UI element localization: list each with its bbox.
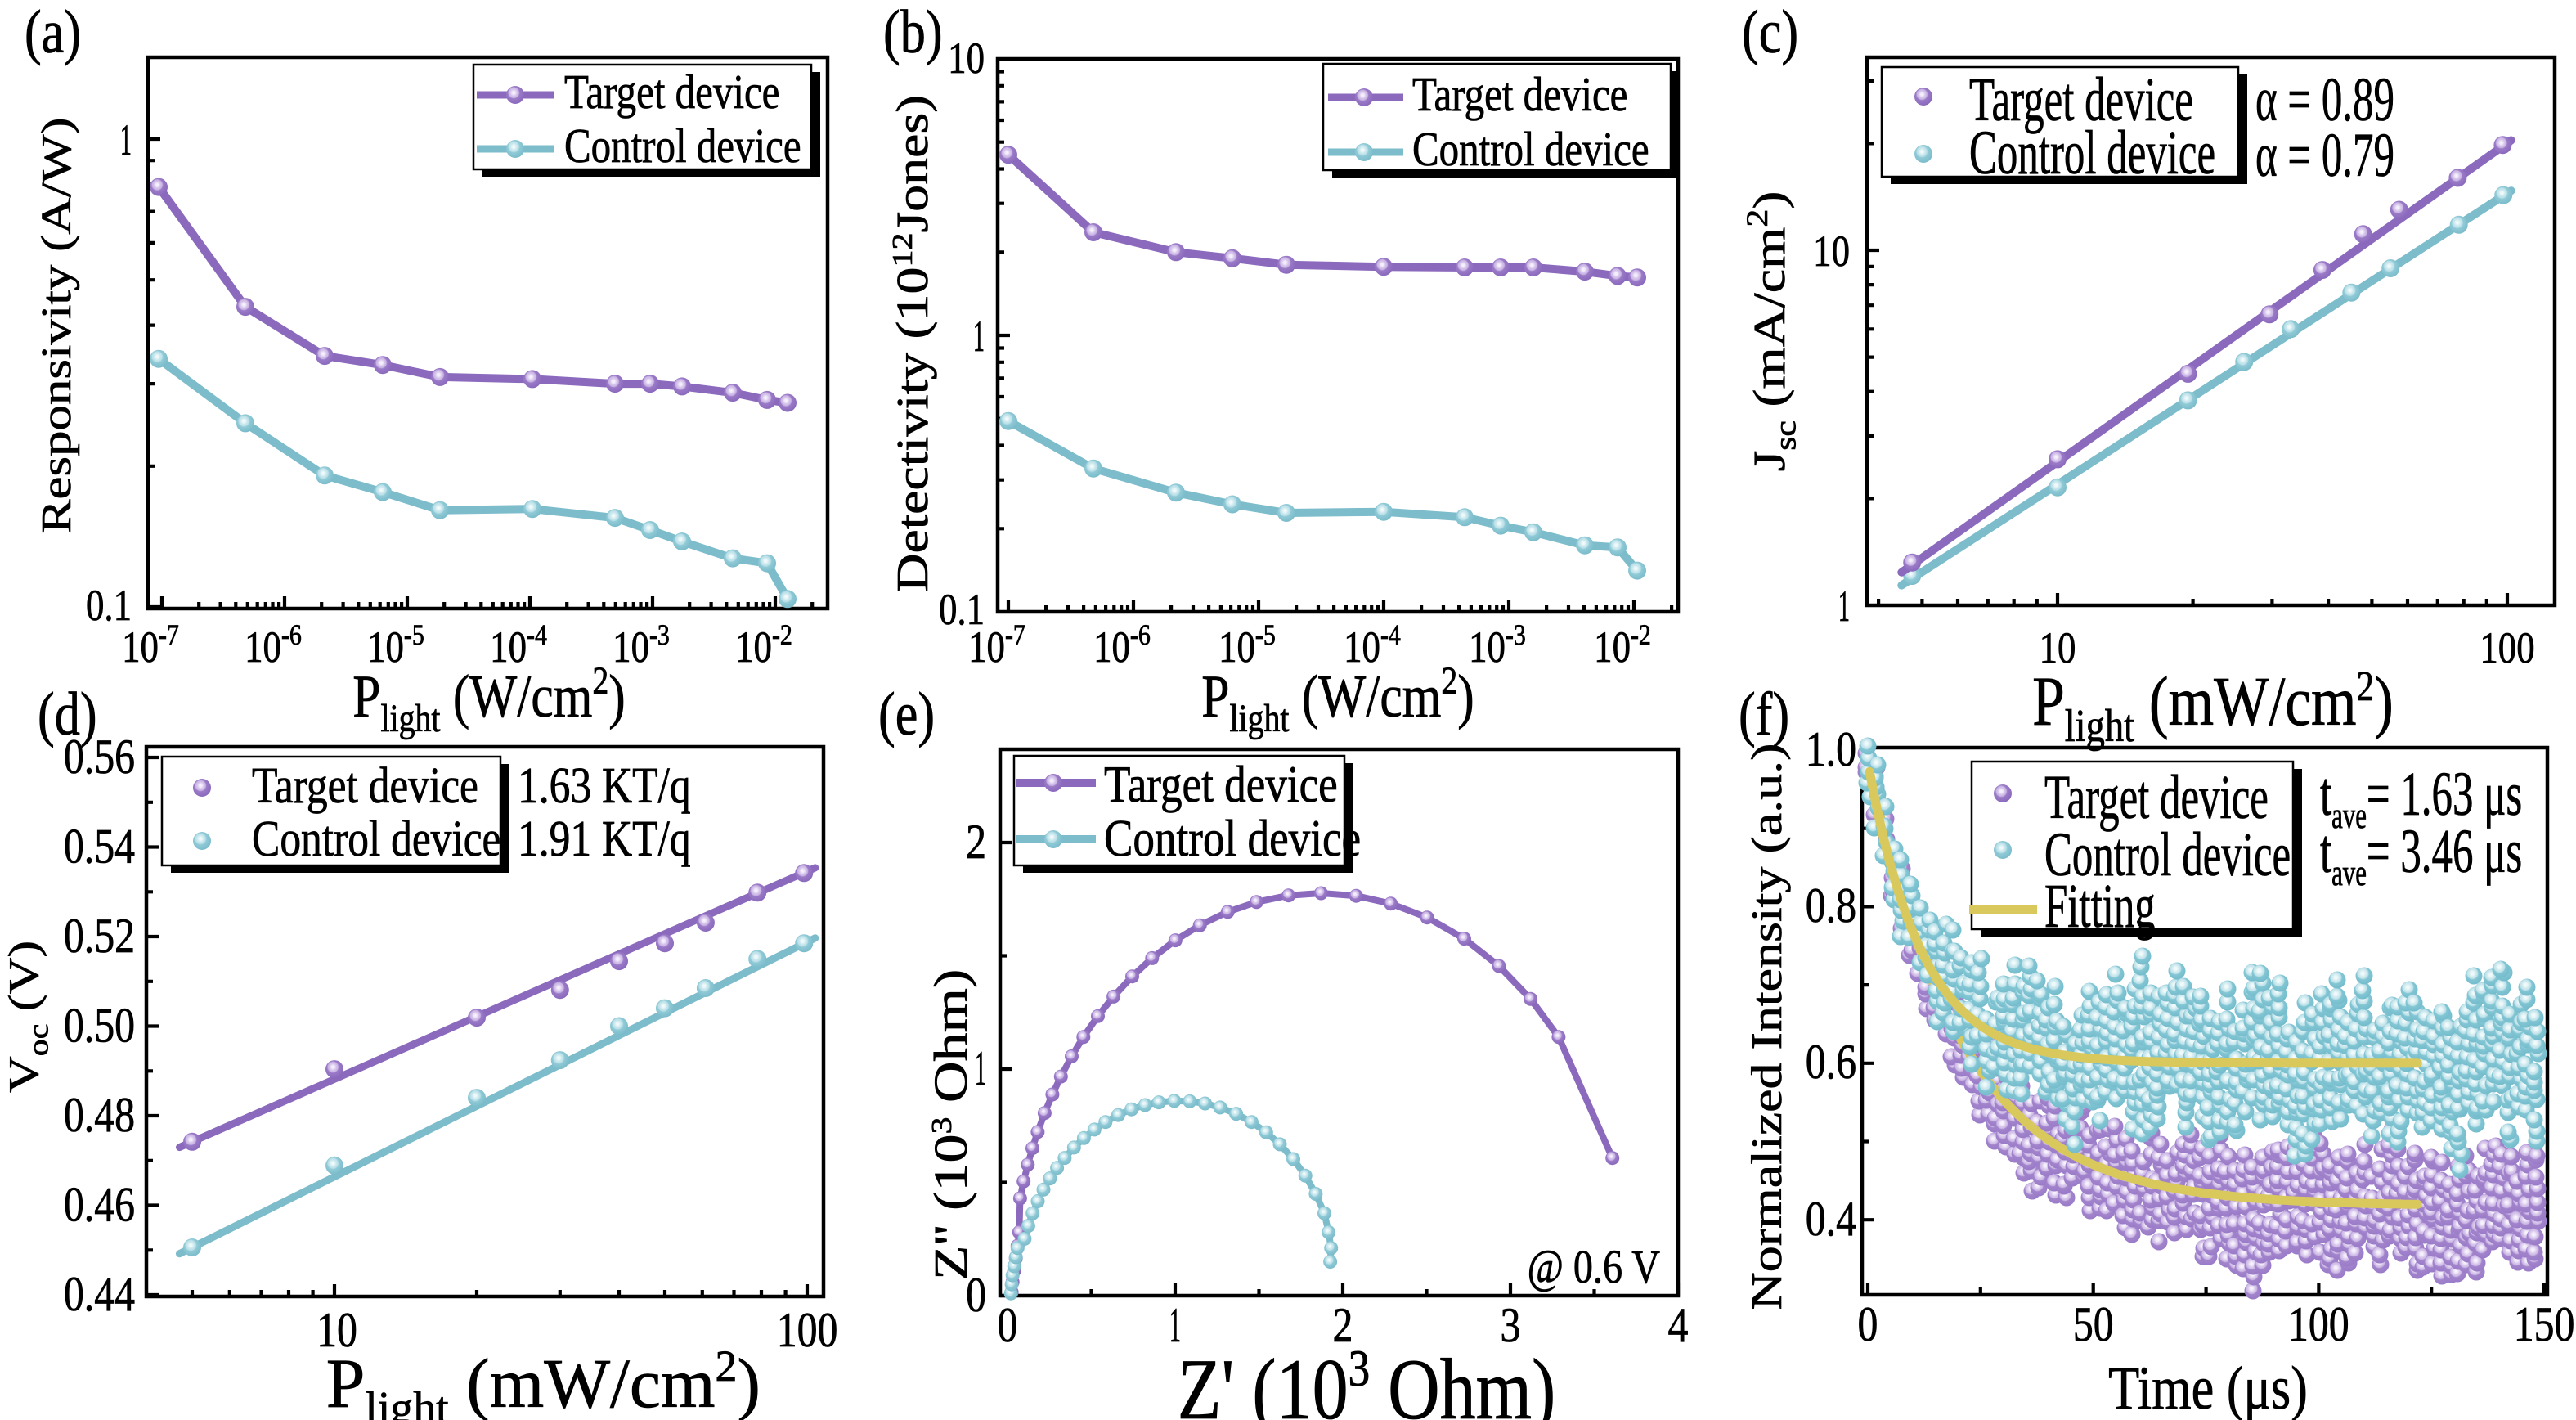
svg-text:0: 0: [966, 1268, 986, 1322]
svg-text:@ 0.6 V: @ 0.6 V: [1528, 1241, 1660, 1293]
svg-text:Control device: Control device: [1412, 123, 1649, 176]
svg-text:2: 2: [1333, 1298, 1353, 1352]
svg-text:10: 10: [948, 34, 985, 83]
svg-text:0.46: 0.46: [64, 1177, 135, 1231]
svg-text:Control device: Control device: [1104, 809, 1361, 867]
svg-text:0.4: 0.4: [1806, 1192, 1856, 1246]
svg-text:1.63 KT/q: 1.63 KT/q: [518, 758, 691, 815]
svg-text:0.50: 0.50: [64, 998, 135, 1052]
svg-text:α = 0.79: α = 0.79: [2255, 120, 2394, 190]
svg-text:Target device: Target device: [564, 65, 779, 119]
svg-text:0.44: 0.44: [64, 1267, 135, 1321]
svg-text:Control device: Control device: [1969, 118, 2215, 187]
svg-text:tave= 3.46 μs: tave= 3.46 μs: [2320, 816, 2522, 894]
svg-text:Plight (W/cm2): Plight (W/cm2): [1201, 659, 1474, 740]
svg-text:10-5: 10-5: [1218, 620, 1276, 672]
svg-text:α = 0.89: α = 0.89: [2255, 65, 2394, 134]
svg-text:100: 100: [2288, 1297, 2349, 1351]
svg-text:2: 2: [966, 815, 986, 869]
svg-text:10-7: 10-7: [122, 620, 179, 672]
svg-text:(e): (e): [878, 681, 935, 748]
svg-text:100: 100: [2480, 623, 2534, 672]
svg-text:4: 4: [1668, 1298, 1689, 1352]
svg-text:10: 10: [1813, 227, 1850, 276]
svg-text:10: 10: [316, 1303, 357, 1357]
svg-text:Voc (V): Voc (V): [1, 941, 55, 1093]
svg-text:Fitting: Fitting: [2044, 871, 2156, 941]
svg-text:Time (μs): Time (μs): [2108, 1355, 2308, 1420]
svg-text:150: 150: [2514, 1297, 2575, 1351]
svg-text:(b): (b): [883, 0, 943, 65]
svg-text:10-4: 10-4: [1344, 620, 1401, 672]
svg-text:Control device: Control device: [252, 811, 500, 868]
svg-text:(f): (f): [1739, 681, 1789, 748]
svg-text:0.1: 0.1: [939, 585, 985, 634]
svg-text:Target device: Target device: [252, 758, 478, 815]
svg-text:0: 0: [1858, 1297, 1878, 1351]
svg-text:10-3: 10-3: [1469, 620, 1526, 672]
svg-text:0: 0: [998, 1298, 1018, 1352]
svg-text:0.54: 0.54: [64, 819, 135, 873]
svg-text:0.1: 0.1: [86, 581, 132, 630]
svg-text:Target device: Target device: [1104, 755, 1338, 813]
svg-text:1: 1: [975, 1041, 986, 1095]
svg-text:Target device: Target device: [1412, 68, 1627, 121]
svg-text:0.6: 0.6: [1806, 1035, 1856, 1089]
svg-text:Responsivity (A/W): Responsivity (A/W): [32, 117, 80, 533]
svg-text:Control device: Control device: [2044, 820, 2291, 889]
svg-text:0.56: 0.56: [64, 730, 135, 784]
svg-text:1.0: 1.0: [1806, 722, 1856, 776]
svg-text:Z' (103 Ohm): Z' (103 Ohm): [1178, 1339, 1556, 1420]
svg-text:10: 10: [2040, 623, 2076, 672]
svg-text:1: 1: [1169, 1298, 1181, 1352]
svg-text:0.8: 0.8: [1806, 879, 1856, 932]
svg-text:Detectivity (1012Jones): Detectivity (1012Jones): [887, 95, 938, 592]
svg-text:100: 100: [777, 1303, 838, 1357]
svg-text:3: 3: [1501, 1298, 1521, 1352]
svg-text:tave= 1.63 μs: tave= 1.63 μs: [2320, 759, 2522, 837]
svg-text:1.91 KT/q: 1.91 KT/q: [518, 811, 691, 868]
svg-text:0.48: 0.48: [64, 1088, 135, 1142]
svg-text:Plight (mW/cm2): Plight (mW/cm2): [326, 1341, 761, 1420]
svg-text:0.52: 0.52: [64, 909, 135, 963]
svg-text:50: 50: [2073, 1297, 2114, 1351]
svg-text:1: 1: [1838, 582, 1850, 631]
svg-text:Normalized Intensity (a.u.): Normalized Intensity (a.u.): [1743, 744, 1791, 1310]
svg-text:(a): (a): [25, 0, 81, 65]
svg-text:(c): (c): [1742, 0, 1798, 65]
svg-text:Target device: Target device: [1969, 65, 2193, 134]
svg-text:Target device: Target device: [2044, 762, 2269, 832]
svg-text:1: 1: [120, 115, 132, 164]
svg-text:1: 1: [973, 312, 985, 361]
svg-text:(d): (d): [38, 681, 97, 748]
svg-text:Control device: Control device: [564, 119, 801, 173]
